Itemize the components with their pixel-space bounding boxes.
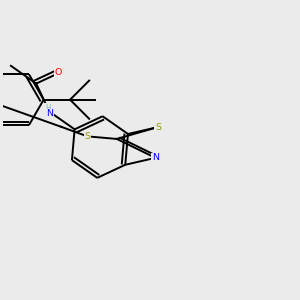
Text: N: N [152, 153, 159, 162]
Text: O: O [55, 68, 62, 77]
Text: H: H [45, 103, 51, 112]
Text: N: N [46, 110, 53, 118]
Text: S: S [85, 132, 91, 141]
Text: S: S [155, 122, 161, 131]
